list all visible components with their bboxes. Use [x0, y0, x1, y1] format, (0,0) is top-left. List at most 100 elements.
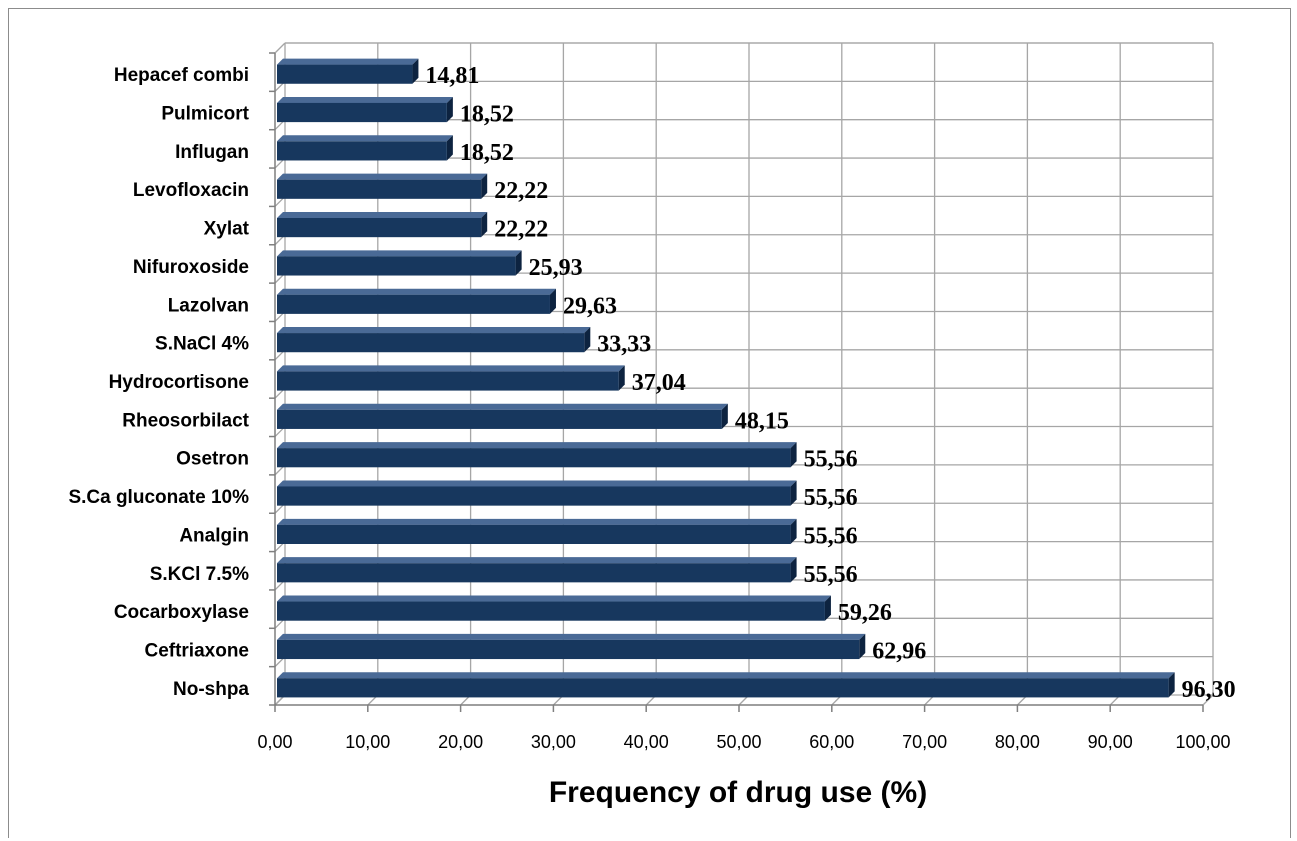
category-label: Ceftriaxone [144, 640, 249, 661]
bar [277, 102, 447, 123]
bar-end-face [446, 96, 453, 123]
bar [277, 639, 860, 660]
bar [277, 179, 482, 199]
bar-top-face [277, 518, 797, 525]
bar-end-face [790, 557, 797, 583]
category-label: S.KCl 7.5% [150, 564, 249, 585]
data-label: 48,15 [735, 408, 789, 434]
category-label: S.Ca gluconate 10% [68, 487, 249, 508]
data-label: 55,56 [804, 523, 858, 549]
bar-top-face [277, 403, 728, 410]
bar-top-face [277, 327, 591, 334]
data-label: 14,81 [425, 63, 479, 89]
x-tick-label: 90,00 [1088, 732, 1133, 752]
category-label: Xylat [204, 219, 250, 240]
x-tick-label: 60,00 [809, 732, 854, 752]
x-tick-label: 70,00 [902, 732, 947, 752]
bar-end-face [824, 595, 831, 621]
x-axis-title: Frequency of drug use (%) [549, 776, 927, 809]
data-label: 37,04 [632, 370, 686, 396]
bar-top-face [277, 480, 797, 487]
bar [277, 294, 550, 314]
x-tick-label: 80,00 [995, 732, 1040, 752]
category-label: Osetron [176, 449, 249, 470]
x-tick-label: 50,00 [716, 732, 761, 752]
bar [277, 409, 722, 429]
data-label: 55,56 [804, 447, 858, 473]
bar [277, 333, 585, 353]
bar-end-face [790, 480, 797, 506]
bar [277, 486, 791, 506]
gridline-floor [1202, 694, 1214, 706]
bar-top-face [277, 173, 488, 180]
bars [277, 58, 1175, 698]
data-label: 22,22 [494, 217, 548, 243]
category-label: Hepacef combi [114, 65, 249, 86]
bar [277, 256, 516, 276]
bar-end-face [549, 288, 556, 314]
bar-end-face [481, 212, 488, 238]
data-label: 18,52 [460, 140, 514, 166]
bar [277, 371, 619, 391]
bar-top-face [277, 633, 866, 640]
bar-end-face [412, 58, 419, 84]
category-label: Influgan [175, 142, 249, 163]
bar [277, 448, 791, 468]
category-labels: Hepacef combi Pulmicort Influgan Levofloxac… [68, 65, 249, 700]
bar-top-face [277, 288, 556, 295]
bar [277, 141, 447, 161]
category-label: Levofloxacin [133, 180, 249, 201]
data-label: 22,22 [494, 178, 548, 204]
x-tick-labels: 0,00 10,00 20,00 30,00 40,00 50,00 60,00 70,00 8… [257, 732, 1230, 752]
category-label: S.NaCl 4% [155, 334, 249, 355]
bar-end-face [584, 327, 591, 353]
data-label: 55,56 [804, 485, 858, 511]
bar-end-face [481, 173, 488, 199]
bar-top-face [277, 672, 1175, 679]
data-label: 25,93 [529, 255, 583, 281]
bar-top-face [277, 442, 797, 449]
bar-end-face [515, 250, 522, 276]
x-tick-label: 20,00 [438, 732, 483, 752]
x-tick-label: 10,00 [345, 732, 390, 752]
category-label: Cocarboxylase [114, 602, 249, 623]
data-label: 62,96 [872, 638, 926, 664]
bar-top-face [277, 58, 419, 65]
bar-end-face [618, 365, 625, 391]
data-label: 29,63 [563, 293, 617, 319]
data-label: 18,52 [460, 102, 514, 128]
category-label: No-shpa [173, 679, 249, 700]
data-label: 59,26 [838, 600, 892, 626]
bar [277, 64, 413, 84]
bar [277, 678, 1169, 698]
bar-top-face [277, 557, 797, 564]
bar-end-face [790, 518, 797, 544]
bar-top-face [277, 96, 453, 103]
bar [277, 524, 791, 544]
category-label: Analgin [179, 525, 249, 546]
bar [277, 601, 825, 621]
bar-end-face [790, 442, 797, 468]
bar [277, 563, 791, 583]
x-tick-label: 40,00 [624, 732, 669, 752]
axes [269, 52, 1204, 712]
bar-top-face [277, 595, 831, 602]
data-label: 55,56 [804, 562, 858, 588]
bar-top-face [277, 365, 625, 372]
category-label: Nifuroxoside [133, 257, 249, 278]
bar-top-face [277, 135, 453, 142]
bar [277, 218, 482, 238]
bar-end-face [859, 633, 866, 660]
bar-end-face [721, 403, 728, 429]
category-label: Hydrocortisone [109, 372, 249, 393]
bar-end-face [1168, 672, 1175, 698]
data-label: 33,33 [597, 332, 651, 358]
x-tick-label: 100,00 [1175, 732, 1230, 752]
category-label: Pulmicort [161, 104, 249, 125]
bar-end-face [446, 135, 453, 161]
gridline-left-wall [274, 42, 286, 54]
category-label: Rheosorbilact [122, 410, 249, 431]
bar-top-face [277, 250, 522, 257]
x-tick-label: 30,00 [531, 732, 576, 752]
